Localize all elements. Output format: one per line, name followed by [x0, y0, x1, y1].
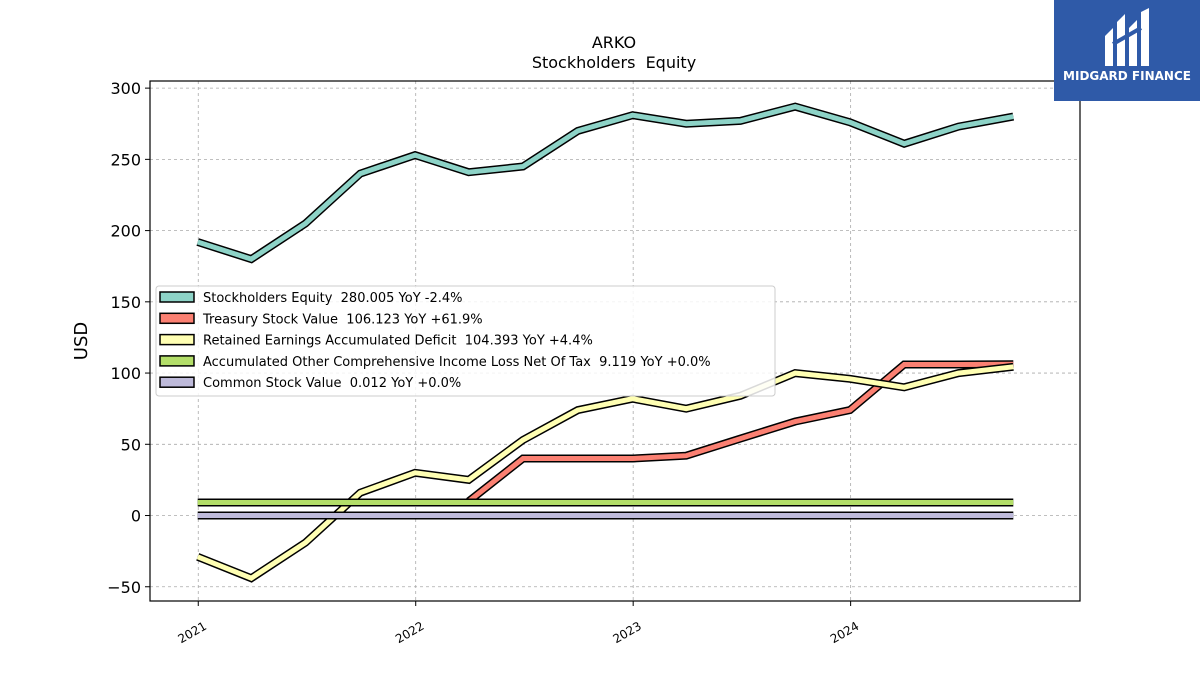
legend-item: Treasury Stock Value 106.123 YoY +61.9% — [159, 312, 483, 327]
legend-item: Retained Earnings Accumulated Deficit 10… — [159, 333, 593, 349]
y-tick-label: 0 — [131, 507, 141, 526]
series-stockholders-equity — [196, 102, 1015, 264]
x-tick-label: 2021 — [176, 619, 209, 646]
series-line — [467, 361, 1014, 504]
legend-label: Retained Earnings Accumulated Deficit 10… — [203, 334, 593, 349]
legend-label: Accumulated Other Comprehensive Income L… — [203, 355, 711, 370]
series-treasury-stock-value — [466, 360, 1014, 505]
y-tick-label: −50 — [107, 578, 141, 597]
y-tick-label: 300 — [110, 79, 141, 98]
series-group — [196, 102, 1015, 583]
legend-swatch — [159, 355, 195, 367]
legend-label: Common Stock Value 0.012 YoY +0.0% — [203, 376, 461, 391]
series-line — [196, 364, 1014, 582]
x-ticks: 2021 2022 2023 2024 — [176, 601, 861, 646]
legend-label: Stockholders Equity 280.005 YoY -2.4% — [203, 291, 463, 306]
midgard-logo-icon — [1105, 8, 1149, 66]
x-tick-label: 2023 — [610, 619, 643, 646]
legend: Stockholders Equity 280.005 YoY -2.4% Tre… — [155, 285, 776, 397]
legend-item: Common Stock Value 0.012 YoY +0.0% — [159, 376, 461, 391]
y-tick-label: 150 — [110, 293, 141, 312]
plot-frame — [149, 80, 1081, 602]
brand-logo: MIDGARD FINANCE — [1054, 0, 1200, 101]
series-line-outline — [196, 362, 1014, 583]
legend-swatch — [159, 333, 195, 346]
y-tick-label: 50 — [121, 435, 141, 454]
legend-item: Accumulated Other Comprehensive Income L… — [159, 355, 711, 370]
brand-name: MIDGARD FINANCE — [1063, 69, 1191, 83]
y-ticks: −50 0 50 100 150 200 250 300 — [107, 79, 150, 597]
series-line-outline — [196, 102, 1015, 264]
series-retained-earnings-accumulated-deficit — [196, 362, 1014, 583]
y-tick-label: 200 — [110, 222, 141, 241]
legend-box — [155, 285, 776, 397]
legend-swatch — [159, 312, 195, 325]
legend-swatch — [159, 291, 195, 303]
chart-title: ARKO — [592, 33, 636, 52]
y-tick-label: 100 — [110, 364, 141, 383]
y-tick-label: 250 — [110, 150, 141, 169]
legend-swatch — [159, 376, 195, 388]
x-tick-label: 2022 — [393, 619, 426, 646]
x-tick-label: 2024 — [828, 619, 861, 646]
legend-item: Stockholders Equity 280.005 YoY -2.4% — [159, 291, 463, 306]
chart-subtitle: Stockholders Equity — [532, 53, 696, 72]
y-axis-label: USD — [71, 322, 92, 360]
series-line — [196, 104, 1014, 262]
legend-label: Treasury Stock Value 106.123 YoY +61.9% — [202, 312, 483, 327]
